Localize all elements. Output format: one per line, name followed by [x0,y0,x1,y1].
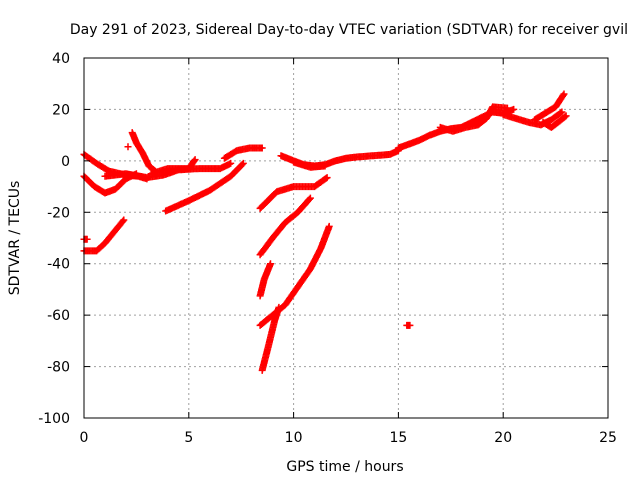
data-point [191,156,199,164]
data-point [227,159,235,167]
y-axis-label: SDTVAR / TECUs [7,181,23,296]
data-track [531,90,568,124]
data-points [80,90,570,374]
y-tick-label: -60 [47,308,70,324]
data-track [124,143,132,151]
x-tick-label: 10 [285,430,303,446]
data-track [256,174,331,212]
axis-ticks: 0 5 10 15 20 25 -100 -80 -60 -40 -20 0 20 40 [38,51,617,446]
y-tick-label: -40 [47,257,70,273]
data-track [539,112,570,131]
data-point [503,104,511,112]
data-point [557,109,565,117]
x-tick-label: 0 [80,430,89,446]
data-track [80,216,128,255]
x-tick-label: 20 [494,430,512,446]
data-point [562,112,570,120]
y-tick-label: 40 [52,51,70,67]
data-point [305,195,313,203]
data-point [275,303,283,311]
chart-title: Day 291 of 2023, Sidereal Day-to-day VTE… [70,22,628,38]
y-tick-label: -100 [38,411,70,427]
data-point [510,105,518,113]
data-point [321,162,329,170]
data-point [239,159,247,167]
data-point [406,321,414,329]
data-track [258,303,283,374]
data-point [238,161,246,168]
data-point [323,174,331,182]
y-tick-label: 0 [61,154,70,170]
data-track [256,194,314,259]
data-point [83,235,91,243]
data-point [120,216,128,224]
x-axis-label: GPS time / hours [286,459,403,475]
data-track [128,129,159,175]
y-tick-label: 20 [52,102,70,118]
y-tick-label: -80 [47,360,70,376]
data-track [80,235,91,243]
data-point [258,144,266,152]
data-point [322,174,330,182]
plot-frame [83,57,609,419]
data-point [325,222,333,230]
data-track [256,222,333,329]
data-track [403,321,414,329]
data-point [267,260,274,268]
data-point [306,194,314,202]
data-track [220,144,266,162]
data-track [147,156,199,178]
data-point [190,157,198,165]
data-track [162,159,247,215]
x-tick-label: 25 [599,430,617,446]
data-track [256,260,274,300]
x-tick-label: 15 [389,430,407,446]
data-point [558,108,566,116]
data-point [119,217,127,225]
x-tick-label: 5 [184,430,193,446]
y-tick-label: -20 [47,205,70,221]
data-track [290,158,329,171]
data-track [436,103,511,135]
data-point [561,113,569,121]
data-point [124,143,132,151]
data-point [559,91,567,99]
grid [84,58,608,418]
data-point [560,90,568,98]
